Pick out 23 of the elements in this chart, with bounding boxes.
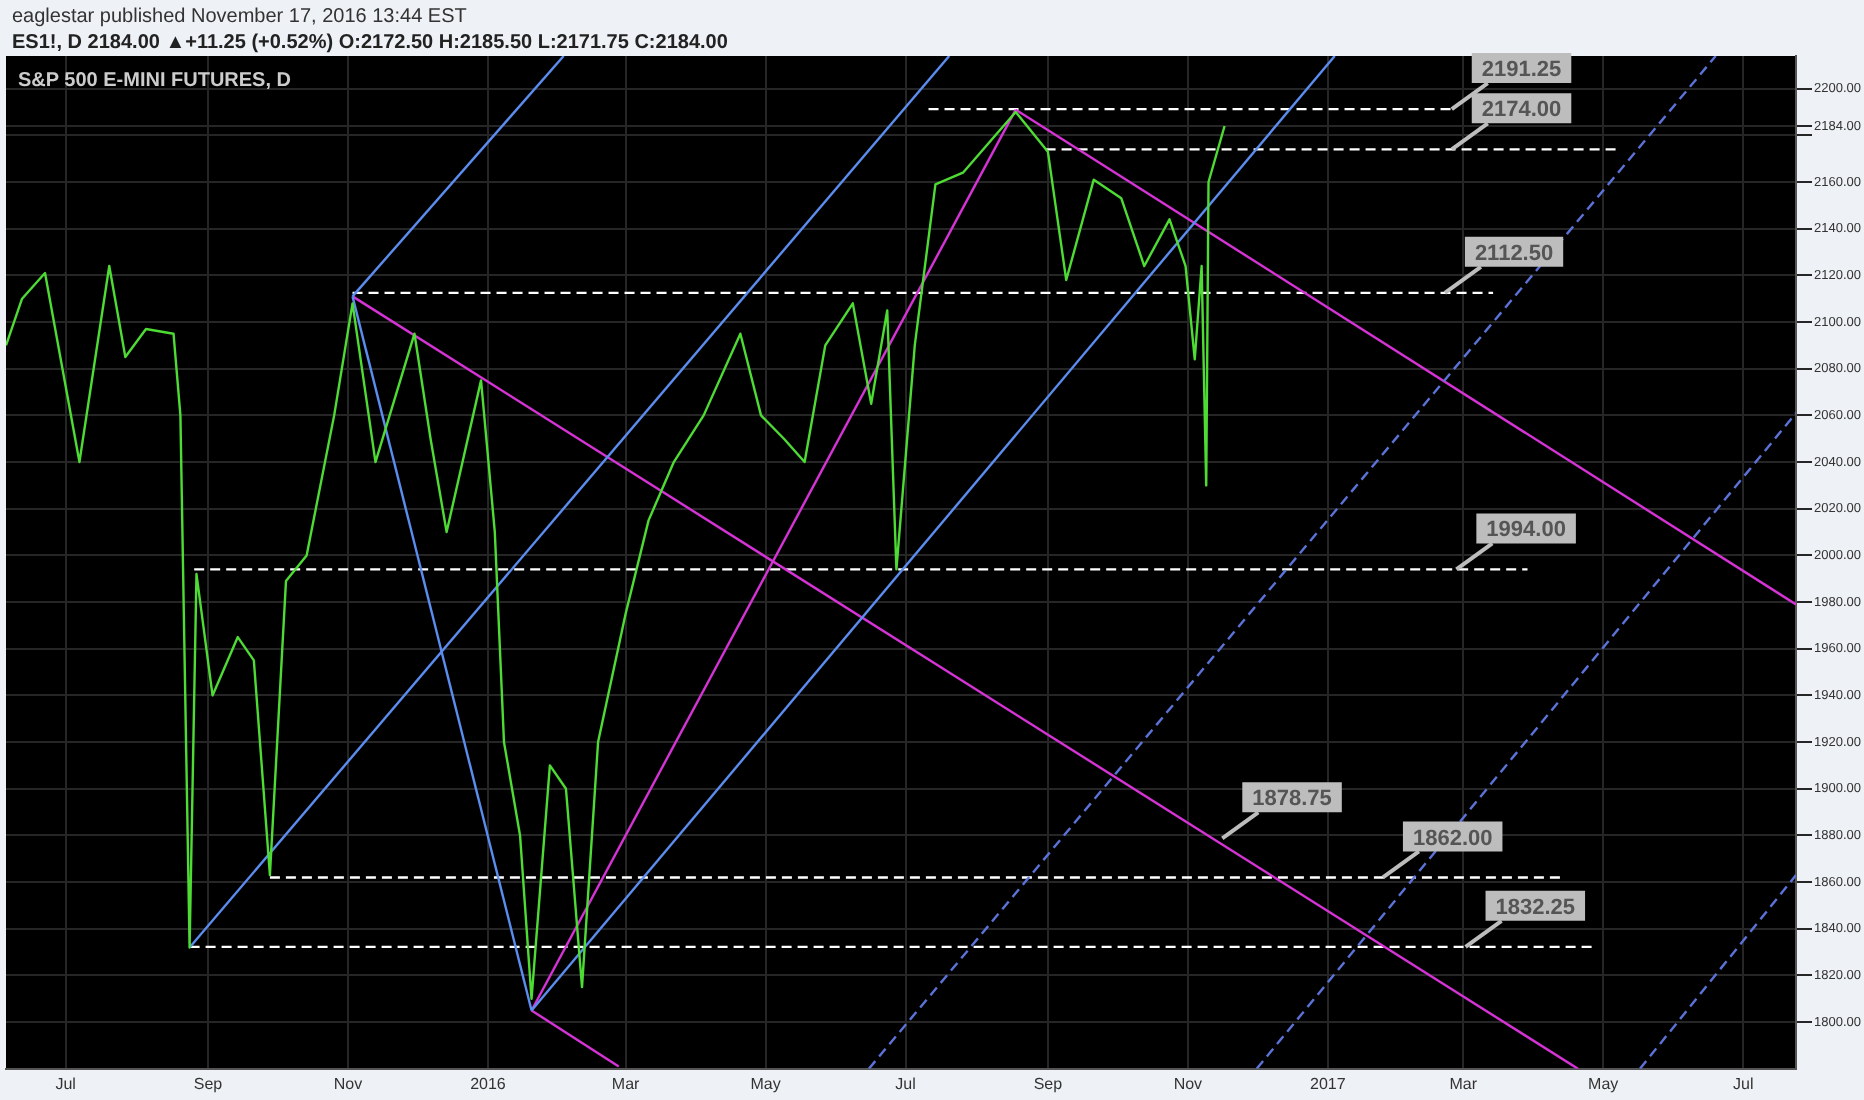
annotation: 1994.00: [1486, 518, 1566, 543]
text: S&P 500 E-MINI FUTURES, D: [18, 69, 292, 92]
annotation: 1878.75: [1252, 787, 1332, 812]
x-tick-label: Sep: [193, 1074, 224, 1093]
annotation: 2191.25: [1481, 58, 1562, 83]
x-tick-label: Nov: [1173, 1074, 1203, 1093]
annotation: 2112.50: [1474, 241, 1554, 266]
chart-subtitle: ES1!, D 2184.00 ▲+11.25 (+0.52%) O:2172.50 H:2185.50 L:2171.75 C:2184.00: [12, 31, 729, 54]
annotation: 1862.00: [1412, 826, 1493, 851]
x-tick-label: Mar: [611, 1074, 641, 1093]
x-tick-label: May: [1588, 1074, 1619, 1093]
annotation: 2174.00: [1481, 98, 1562, 123]
x-tick-label: Jul: [55, 1074, 77, 1093]
x-tick-label: Mar: [1449, 1074, 1478, 1093]
x-tick-label: Nov: [333, 1074, 363, 1093]
x-tick-label: Sep: [1033, 1074, 1064, 1093]
text: eaglestar published November 17, 2016 13:44 EST: [12, 5, 467, 28]
x-tick-label: May: [750, 1074, 781, 1093]
x-tick-label: Jul: [1732, 1074, 1754, 1093]
annotation: 1832.25: [1495, 895, 1576, 920]
x-tick-label: 2016: [470, 1074, 507, 1093]
x-tick-label: 2017: [1310, 1074, 1347, 1093]
x-tick-label: Jul: [895, 1074, 917, 1093]
